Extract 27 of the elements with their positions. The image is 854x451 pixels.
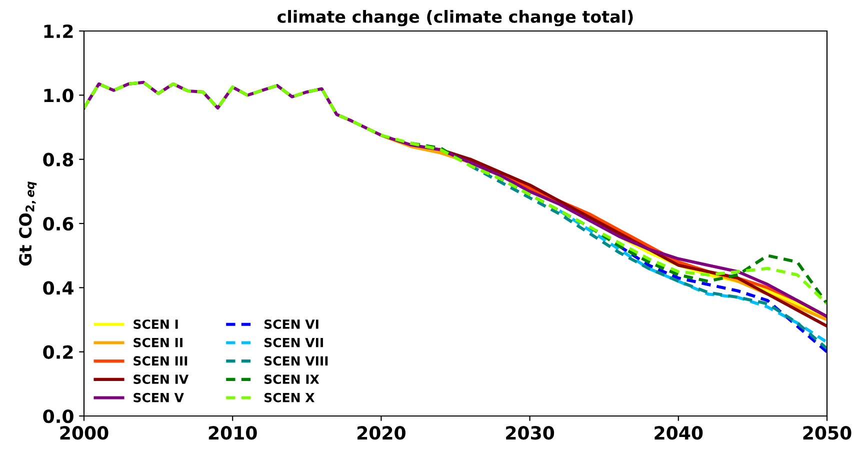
legend-label: SCEN II [134, 338, 182, 348]
x-tick-label: 2040 [654, 426, 703, 440]
line-series [617, 244, 827, 354]
x-tick-label: 2010 [208, 426, 257, 440]
legend-label: SCEN VII [264, 338, 323, 348]
legend-label: SCEN X [264, 392, 315, 402]
y-tick-label: 0.2 [43, 345, 73, 359]
x-tick-label: 2050 [803, 426, 852, 440]
y-tick-label: 0.8 [43, 152, 74, 166]
legend-label: SCEN IX [264, 374, 320, 384]
legend-label: SCEN IV [134, 374, 189, 384]
legend-label: SCEN I [134, 319, 178, 329]
chart-title: climate change (climate change total) [278, 10, 633, 26]
legend-label: SCEN III [134, 356, 188, 366]
legend-label: SCEN VI [264, 319, 318, 329]
y-tick-label: 1.0 [44, 88, 74, 102]
legend-label: SCEN VIII [264, 356, 328, 366]
y-tick-label: 1.2 [44, 24, 73, 38]
legend-label: SCEN V [134, 392, 184, 402]
y-tick-label: 0.6 [43, 216, 74, 231]
x-tick-label: 2020 [358, 426, 406, 440]
y-tick-label: 0.4 [43, 281, 74, 295]
line-series [558, 209, 827, 344]
x-tick-label: 2000 [60, 426, 108, 440]
x-tick-label: 2030 [506, 426, 554, 440]
y-tick-label: 0.0 [43, 409, 74, 424]
y-axis-title: Gt CO$_{2,eq}$ [19, 182, 37, 266]
